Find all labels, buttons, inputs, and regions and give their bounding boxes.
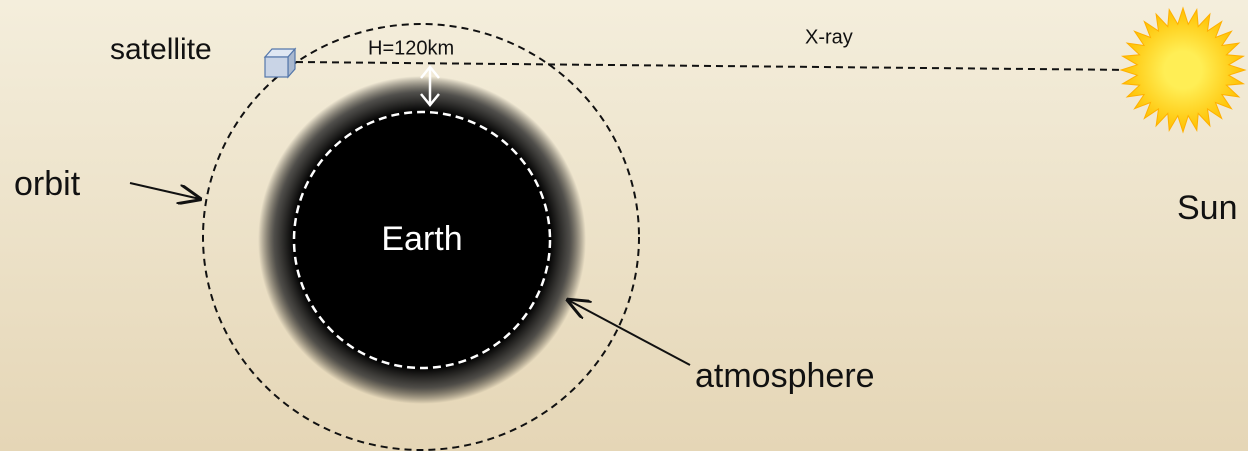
- earth-label: Earth: [381, 220, 462, 258]
- satellite-icon: [265, 49, 295, 77]
- satellite-label: satellite: [110, 33, 212, 66]
- xray-label: X-ray: [805, 26, 853, 48]
- background: [0, 0, 1248, 451]
- orbit-label: orbit: [14, 165, 81, 203]
- atmosphere-label: atmosphere: [695, 357, 875, 395]
- sun-label: Sun: [1177, 189, 1238, 227]
- diagram: satellite H=120km X-ray orbit Earth Sun …: [0, 0, 1248, 451]
- height-label: H=120km: [368, 37, 454, 59]
